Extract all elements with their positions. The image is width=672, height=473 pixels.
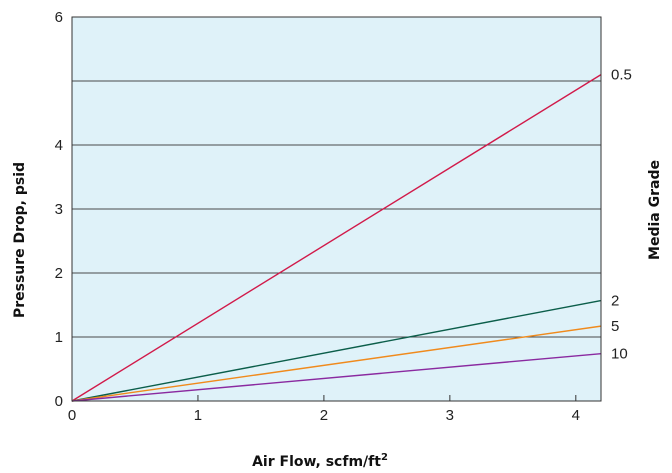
x-tick-label: 1	[194, 407, 202, 424]
x-tick-label: 2	[320, 407, 328, 424]
series-label-5: 5	[611, 318, 619, 335]
series-label-2: 2	[611, 293, 619, 310]
x-axis-ticks: 0 1 2 3 4	[68, 395, 580, 424]
x-tick-label: 4	[572, 407, 580, 424]
y-tick-label: 0	[55, 393, 63, 410]
y-tick-label: 4	[55, 137, 63, 154]
series-line-5	[71, 325, 602, 402]
plot-frame	[71, 16, 602, 402]
y-tick-label: 6	[55, 9, 63, 26]
y-tick-label: 1	[55, 329, 63, 346]
y-axis-title: Pressure Drop, psid	[12, 162, 28, 318]
series-line-10	[71, 352, 602, 402]
series-label-10: 10	[611, 346, 628, 363]
x-tick-label: 3	[446, 407, 454, 424]
media-grade-title: Media Grade	[647, 160, 663, 260]
series-label-0.5: 0.5	[611, 67, 632, 84]
y-tick-label: 2	[55, 265, 63, 282]
series-line-2	[71, 299, 602, 402]
x-axis-title: Air Flow, scfm/ft2	[252, 452, 388, 470]
y-tick-label: 3	[55, 201, 63, 218]
x-tick-label: 0	[68, 407, 76, 424]
series-line-0.5	[71, 74, 602, 402]
series-lines	[71, 74, 602, 402]
gridlines	[72, 80, 601, 338]
y-axis-ticks: 0 1 2 3 4 6	[55, 9, 63, 410]
series-labels: 0.5 2 5 10	[611, 67, 632, 363]
